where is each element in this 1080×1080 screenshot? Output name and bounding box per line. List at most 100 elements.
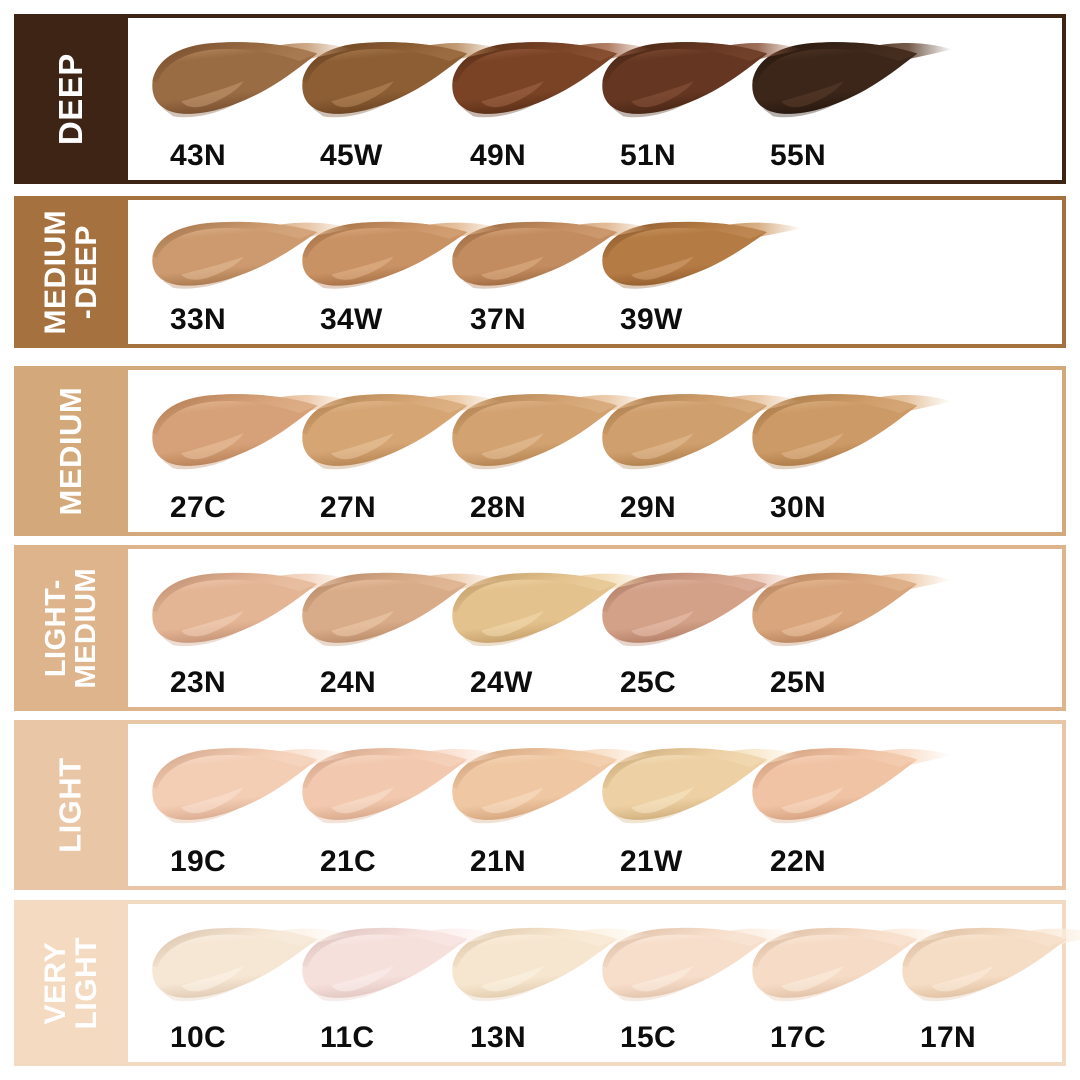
shade-code-label: 11C: [320, 1021, 375, 1054]
foundation-smear-icon: [296, 737, 504, 837]
swatch-51N[interactable]: 51N: [596, 18, 803, 180]
swatch-45W[interactable]: 45W: [296, 18, 503, 180]
swatch-track: 43N: [128, 18, 1062, 180]
swatch-29N[interactable]: 29N: [596, 370, 803, 532]
row-label-line: MEDIUM: [52, 386, 88, 516]
swatch-25N[interactable]: 25N: [746, 549, 953, 707]
shade-code-label: 33N: [170, 303, 226, 336]
row-label-line: LIGHT-: [39, 578, 72, 678]
shade-row-very-light: VERY LIGHT: [14, 900, 1080, 1066]
shade-code-label: 15C: [620, 1021, 676, 1054]
foundation-smear-icon: [446, 383, 654, 483]
foundation-smear-icon: [296, 31, 504, 131]
row-label-text: MEDIUM -DEEP: [38, 209, 103, 335]
shade-code-label: 23N: [170, 666, 226, 699]
swatch-25C[interactable]: 25C: [596, 549, 803, 707]
swatch-55N[interactable]: 55N: [746, 18, 953, 180]
swatch-24N[interactable]: 24N: [296, 549, 503, 707]
shade-code-label: 51N: [620, 139, 676, 172]
swatch-23N[interactable]: 23N: [146, 549, 353, 707]
shade-row-light-medium: LIGHT- MEDIUM: [14, 545, 1066, 711]
foundation-smear-icon: [296, 917, 504, 1015]
shade-code-label: 21C: [320, 845, 376, 878]
foundation-smear-icon: [146, 212, 354, 301]
swatch-19C[interactable]: 19C: [146, 724, 353, 886]
swatch-15C[interactable]: 15C: [596, 904, 803, 1062]
swatch-21N[interactable]: 21N: [446, 724, 653, 886]
foundation-smear-icon: [746, 737, 954, 837]
foundation-smear-icon: [296, 383, 504, 483]
swatch-49N[interactable]: 49N: [446, 18, 653, 180]
foundation-smear-icon: [146, 737, 354, 837]
shade-row-medium-deep: MEDIUM -DEEP: [14, 196, 1066, 348]
swatch-28N[interactable]: 28N: [446, 370, 653, 532]
swatch-track: 19C: [128, 724, 1062, 886]
foundation-smear-icon: [146, 383, 354, 483]
row-label-line: MEDIUM: [38, 209, 72, 335]
row-label-light: LIGHT: [14, 720, 128, 890]
swatch-17C[interactable]: 17C: [746, 904, 953, 1062]
row-label-deep: DEEP: [14, 14, 128, 184]
shade-code-label: 29N: [620, 491, 676, 524]
foundation-smear-icon: [746, 917, 954, 1015]
swatch-27N[interactable]: 27N: [296, 370, 503, 532]
foundation-smear-icon: [146, 917, 354, 1015]
row-label-medium-deep: MEDIUM -DEEP: [14, 196, 128, 348]
foundation-smear-icon: [446, 737, 654, 837]
swatch-area-light: 19C: [128, 720, 1066, 890]
foundation-smear-icon: [146, 562, 354, 660]
foundation-smear-icon: [596, 383, 804, 483]
shade-code-label: 27C: [170, 491, 226, 524]
swatch-track: 10C: [128, 904, 1080, 1062]
swatch-21W[interactable]: 21W: [596, 724, 803, 886]
swatch-10C[interactable]: 10C: [146, 904, 353, 1062]
foundation-smear-icon: [746, 562, 954, 660]
row-label-line: -DEEP: [70, 224, 103, 320]
swatch-39W[interactable]: 39W: [596, 200, 803, 344]
swatch-30N[interactable]: 30N: [746, 370, 953, 532]
shade-code-label: 25C: [620, 666, 676, 699]
shade-code-label: 21N: [470, 845, 526, 878]
swatch-34W[interactable]: 34W: [296, 200, 503, 344]
swatch-13N[interactable]: 13N: [446, 904, 653, 1062]
shade-code-label: 17C: [770, 1021, 826, 1054]
row-label-medium: MEDIUM: [14, 366, 128, 536]
row-label-text: DEEP: [51, 53, 89, 145]
swatch-22N[interactable]: 22N: [746, 724, 953, 886]
shade-code-label: 24N: [320, 666, 376, 699]
foundation-smear-icon: [596, 31, 804, 131]
swatch-27C[interactable]: 27C: [146, 370, 353, 532]
shade-code-label: 13N: [470, 1021, 526, 1054]
row-label-line: LIGHT: [70, 936, 103, 1030]
foundation-smear-icon: [146, 31, 354, 131]
swatch-track: 33N: [128, 200, 1062, 344]
swatch-37N[interactable]: 37N: [446, 200, 653, 344]
swatch-24W[interactable]: 24W: [446, 549, 653, 707]
swatch-11C[interactable]: 11C: [296, 904, 503, 1062]
foundation-smear-icon: [596, 917, 804, 1015]
swatch-33N[interactable]: 33N: [146, 200, 353, 344]
foundation-smear-icon: [596, 737, 804, 837]
row-label-text: MEDIUM: [52, 386, 88, 516]
shade-code-label: 17N: [920, 1021, 976, 1054]
swatch-area-deep: 43N: [128, 14, 1066, 184]
foundation-smear-icon: [596, 212, 804, 301]
swatch-area-medium-deep: 33N: [128, 196, 1066, 348]
swatch-area-light-medium: 23N: [128, 545, 1066, 711]
swatch-area-very-light: 10C: [128, 900, 1080, 1066]
foundation-smear-icon: [446, 562, 654, 660]
shade-code-label: 34W: [320, 303, 383, 336]
foundation-smear-icon: [446, 212, 654, 301]
shade-code-label: 22N: [770, 845, 826, 878]
swatch-43N[interactable]: 43N: [146, 18, 353, 180]
row-label-line: DEEP: [51, 53, 89, 145]
row-label-line: MEDIUM: [70, 567, 103, 689]
swatch-17N[interactable]: 17N: [896, 904, 1080, 1062]
shade-code-label: 43N: [170, 139, 226, 172]
shade-code-label: 45W: [320, 139, 383, 172]
swatch-21C[interactable]: 21C: [296, 724, 503, 886]
swatch-track: 23N: [128, 549, 1062, 707]
shade-code-label: 49N: [470, 139, 526, 172]
shade-code-label: 19C: [170, 845, 226, 878]
shade-code-label: 55N: [770, 139, 826, 172]
